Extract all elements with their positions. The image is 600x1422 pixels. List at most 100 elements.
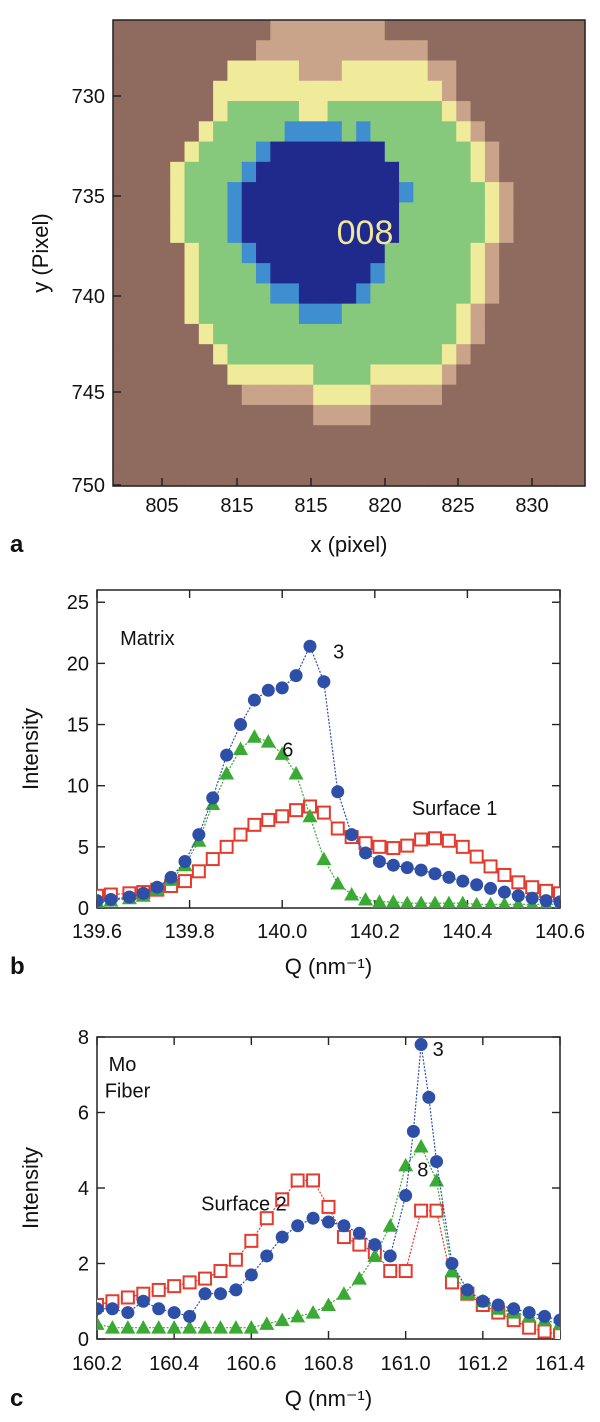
- heatmap-cell: [284, 141, 300, 163]
- heatmap-cell: [427, 80, 443, 102]
- heatmap-cell: [413, 263, 429, 284]
- heatmap-cell: [413, 242, 429, 264]
- heatmap-cell: [527, 283, 543, 305]
- y-axis-label: Intensity: [18, 1147, 43, 1229]
- heatmap-cell: [184, 384, 200, 406]
- heatmap-cell: [556, 425, 572, 447]
- heatmap-cell: [513, 222, 529, 244]
- heatmap-cell: [341, 323, 357, 345]
- heatmap-cell: [570, 242, 586, 264]
- heatmap-cell: [527, 80, 543, 102]
- heatmap-cell: [413, 80, 429, 102]
- heatmap-cell: [441, 202, 457, 224]
- heatmap-cell: [198, 384, 214, 406]
- heatmap-cell: [441, 364, 457, 386]
- heatmap-cell: [327, 242, 343, 264]
- heatmap-cell: [427, 101, 443, 122]
- heatmap-cell: [570, 60, 586, 82]
- data-point-circle: [152, 1302, 166, 1316]
- heatmap-cell: [198, 323, 214, 345]
- heatmap-cell: [413, 40, 429, 62]
- data-point-square: [289, 803, 304, 818]
- data-point-square: [483, 859, 498, 874]
- heatmap-cell: [570, 161, 586, 183]
- heatmap-cell: [141, 20, 157, 41]
- heatmap-cell: [570, 202, 586, 224]
- heatmap-cell: [341, 445, 357, 467]
- heatmap-cell: [113, 283, 128, 305]
- x-tick-label: 140.2: [350, 921, 400, 943]
- heatmap-cell: [556, 303, 572, 325]
- heatmap-cell: [456, 364, 472, 386]
- heatmap-cell: [356, 182, 372, 203]
- heatmap-cell: [241, 364, 257, 386]
- heatmap-cell: [141, 141, 157, 163]
- heatmap-cell: [399, 121, 414, 143]
- heatmap-cell: [384, 323, 400, 345]
- data-point-triangle: [321, 1297, 336, 1312]
- series-circle: [97, 639, 560, 908]
- data-point-circle: [400, 861, 414, 875]
- heatmap-cell: [370, 323, 386, 345]
- heatmap-cell: [542, 60, 557, 82]
- data-point-triangle: [441, 895, 456, 908]
- heatmap-cell: [527, 364, 543, 386]
- heatmap-cell: [198, 20, 214, 41]
- heatmap-cell: [170, 364, 186, 386]
- heatmap-cell: [241, 121, 257, 143]
- data-point-square: [522, 1320, 537, 1335]
- heatmap-cell: [399, 425, 414, 447]
- heatmap-cell: [413, 283, 429, 305]
- data-point-circle: [511, 889, 525, 903]
- heatmap-cell: [413, 404, 429, 426]
- heatmap-cell: [556, 101, 572, 122]
- heatmap-cell: [499, 20, 515, 41]
- data-point-triangle: [351, 1271, 367, 1285]
- heatmap-cell: [370, 40, 386, 62]
- heatmap-cell: [427, 303, 443, 325]
- heatmap-cell: [141, 101, 157, 122]
- heatmap-cell: [313, 182, 329, 203]
- heatmap-cell: [313, 40, 329, 62]
- y-axis-label: Intensity: [18, 708, 43, 790]
- heatmap-cell: [155, 121, 171, 143]
- heatmap-cell: [313, 60, 329, 82]
- data-point-circle: [220, 748, 234, 762]
- heatmap-cell: [127, 141, 143, 163]
- heatmap-cell: [484, 20, 500, 41]
- heatmap-cell: [542, 40, 557, 62]
- heatmap-cell: [341, 40, 357, 62]
- heatmap-cell: [384, 445, 400, 467]
- heatmap-cell: [313, 263, 329, 284]
- data-point-circle: [372, 855, 386, 869]
- heatmap-cell: [441, 384, 457, 406]
- heatmap-cell: [256, 40, 271, 62]
- heatmap-cell: [413, 364, 429, 386]
- heatmap-cell: [184, 323, 200, 345]
- heatmap-cell: [256, 344, 271, 366]
- data-point-circle: [525, 891, 539, 905]
- heatmap-cell: [484, 182, 500, 203]
- heatmap-cell: [556, 222, 572, 244]
- heatmap-cell: [241, 222, 257, 244]
- heatmap-cell: [227, 344, 243, 366]
- heatmap-cell: [313, 20, 329, 41]
- heatmap-cell: [413, 182, 429, 203]
- heatmap-cell: [155, 182, 171, 203]
- heatmap-cell: [341, 101, 357, 122]
- heatmap-cell: [213, 202, 229, 224]
- heatmap-cell: [499, 283, 515, 305]
- heatmap-cell: [213, 263, 229, 284]
- heatmap-cell: [513, 141, 529, 163]
- heatmap-cell: [127, 425, 143, 447]
- heatmap-cell: [484, 80, 500, 102]
- data-point-square: [511, 875, 526, 890]
- heatmap-cell: [527, 263, 543, 284]
- heatmap-cell: [198, 445, 214, 467]
- heatmap-cell: [170, 283, 186, 305]
- heatmap-cell: [456, 404, 472, 426]
- heatmap-cell: [113, 182, 128, 203]
- heatmap-cell: [184, 182, 200, 203]
- heatmap-cell: [184, 364, 200, 386]
- heatmap-cell: [141, 303, 157, 325]
